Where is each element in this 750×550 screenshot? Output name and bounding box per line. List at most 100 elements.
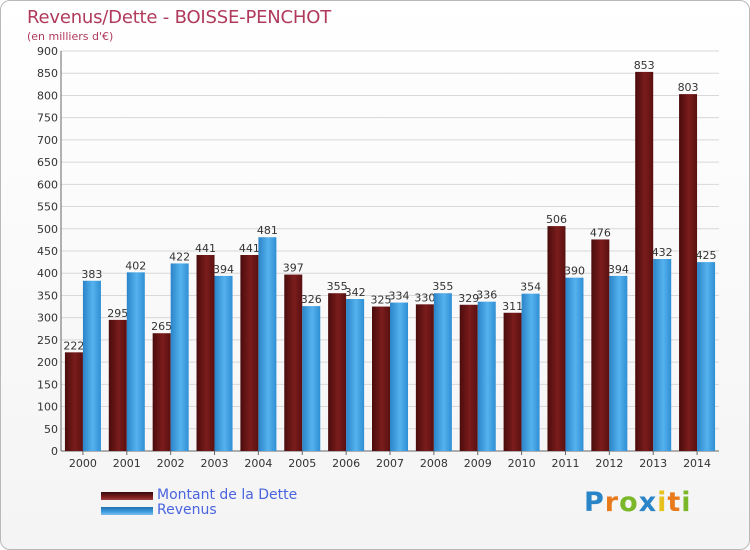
data-label-revenus: 326 <box>301 293 322 306</box>
y-tick-label: 900 <box>37 45 58 58</box>
data-label-dette: 330 <box>414 291 435 304</box>
data-label-revenus: 336 <box>476 289 497 302</box>
bar-dette <box>459 304 478 451</box>
bar-revenus <box>126 272 145 451</box>
data-label-dette: 441 <box>239 242 260 255</box>
legend-item-dette: Montant de la Dette <box>101 488 297 503</box>
bar-revenus <box>170 263 189 451</box>
x-tick-label: 2014 <box>683 457 711 470</box>
bar-revenus <box>390 302 408 451</box>
data-label-revenus: 390 <box>564 265 585 278</box>
data-label-dette: 397 <box>283 262 304 275</box>
bar-dette <box>108 319 127 451</box>
bar-revenus <box>521 293 540 451</box>
x-tick-label: 2012 <box>595 457 623 470</box>
y-tick-label: 650 <box>37 156 58 169</box>
data-label-revenus: 394 <box>608 263 629 276</box>
legend-swatch-dette <box>101 491 153 500</box>
proxiti-logo: Proxiti <box>584 487 692 518</box>
data-label-dette: 265 <box>151 320 172 333</box>
y-tick-label: 850 <box>37 67 58 80</box>
bar-dette <box>372 306 390 451</box>
data-label-dette: 853 <box>634 59 655 72</box>
x-tick-label: 2005 <box>288 457 316 470</box>
chart-subtitle: (en milliers d'€) <box>27 30 114 43</box>
bar-dette <box>415 304 434 451</box>
bar-revenus <box>258 237 277 451</box>
bar-revenus <box>653 259 672 451</box>
x-tick-label: 2000 <box>69 457 97 470</box>
data-label-dette: 329 <box>458 292 479 305</box>
bar-revenus <box>214 275 233 451</box>
data-label-revenus: 422 <box>169 250 190 263</box>
bar-revenus <box>433 293 452 451</box>
data-label-revenus: 425 <box>696 249 717 262</box>
bar-dette <box>196 255 215 451</box>
bar-dette <box>152 333 171 451</box>
x-tick-label: 2007 <box>376 457 404 470</box>
data-label-revenus: 334 <box>389 290 410 303</box>
y-tick-label: 350 <box>37 289 58 302</box>
y-tick-label: 150 <box>37 378 58 391</box>
y-tick-label: 400 <box>37 267 58 280</box>
bar-dette <box>328 293 347 451</box>
data-label-dette: 222 <box>63 339 84 352</box>
x-tick-label: 2001 <box>113 457 141 470</box>
y-tick-label: 500 <box>37 223 58 236</box>
data-label-revenus: 394 <box>213 263 234 276</box>
y-tick-label: 700 <box>37 134 58 147</box>
y-tick-label: 300 <box>37 312 58 325</box>
bar-dette <box>240 255 259 451</box>
data-label-dette: 803 <box>678 81 699 94</box>
data-label-revenus: 355 <box>432 280 453 293</box>
data-label-dette: 441 <box>195 242 216 255</box>
data-label-dette: 325 <box>371 294 392 307</box>
bar-dette <box>635 71 654 451</box>
data-label-dette: 506 <box>546 213 567 226</box>
legend-item-revenus: Revenus <box>101 503 297 518</box>
bar-dette <box>64 352 83 451</box>
legend-swatch-revenus <box>101 506 153 515</box>
x-tick-label: 2003 <box>201 457 229 470</box>
y-tick-label: 450 <box>37 245 58 258</box>
y-tick-label: 750 <box>37 112 58 125</box>
y-tick-label: 250 <box>37 334 58 347</box>
bar-dette <box>679 94 698 451</box>
data-label-dette: 295 <box>107 307 128 320</box>
y-tick-label: 50 <box>44 423 58 436</box>
y-tick-label: 0 <box>51 445 58 458</box>
data-label-revenus: 383 <box>81 268 102 281</box>
bar-revenus <box>346 299 365 451</box>
x-tick-label: 2009 <box>464 457 492 470</box>
x-tick-label: 2002 <box>157 457 185 470</box>
x-tick-label: 2008 <box>420 457 448 470</box>
chart-title: Revenus/Dette - BOISSE-PENCHOT <box>27 7 332 28</box>
data-label-dette: 355 <box>327 280 348 293</box>
data-label-dette: 476 <box>590 226 611 239</box>
data-label-revenus: 342 <box>345 286 366 299</box>
bar-dette <box>591 239 610 451</box>
bar-revenus <box>302 306 321 451</box>
bar-dette <box>503 312 522 451</box>
data-label-revenus: 354 <box>520 281 541 294</box>
y-tick-label: 100 <box>37 401 58 414</box>
x-tick-label: 2004 <box>244 457 272 470</box>
data-label-dette: 311 <box>502 300 523 313</box>
bar-revenus <box>609 275 628 451</box>
y-tick-label: 200 <box>37 356 58 369</box>
bar-revenus <box>82 280 101 451</box>
bar-dette <box>284 274 303 451</box>
bar-revenus <box>477 301 496 451</box>
x-tick-label: 2010 <box>508 457 536 470</box>
bar-revenus <box>565 277 584 451</box>
data-label-revenus: 402 <box>125 259 146 272</box>
legend-label-revenus: Revenus <box>157 502 217 518</box>
y-tick-label: 550 <box>37 201 58 214</box>
x-tick-label: 2006 <box>332 457 360 470</box>
legend-label-dette: Montant de la Dette <box>157 487 298 503</box>
bar-dette <box>547 226 566 451</box>
bar-revenus <box>697 262 716 451</box>
data-label-revenus: 481 <box>257 224 278 237</box>
